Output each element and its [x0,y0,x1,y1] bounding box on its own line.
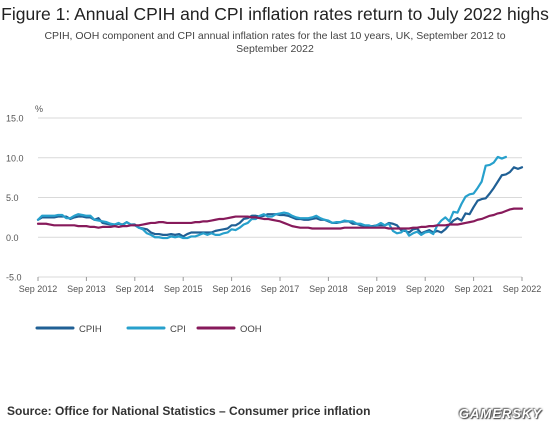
y-tick-label: 15.0 [6,114,24,124]
y-tick-label: 10.0 [6,153,24,163]
line-chart: 15.0 10.0 5.0 0.0 -5.0% Sep 2012 Sep 2013 Sep 2… [6,104,541,335]
y-tick-label: 5.0 [6,193,19,203]
watermark-logo: GAMERSKY [458,406,542,421]
legend-label-cpih: CPIH [79,324,102,335]
x-tick-label: Sep 2012 [19,284,58,294]
series-line-ooh [36,207,524,230]
series-lines [36,155,524,240]
x-tick-label: Sep 2013 [67,284,106,294]
chart-title: Figure 1: Annual CPIH and CPI inflation … [1,4,549,24]
series-line-cpi [36,155,507,240]
source-note: Source: Office for National Statistics –… [7,404,371,418]
y-tick-label: -5.0 [6,273,22,283]
x-tick-label: Sep 2015 [164,284,203,294]
legend-label-ooh: OOH [240,324,262,335]
x-tick-label: Sep 2017 [261,284,300,294]
x-tick-label: Sep 2018 [309,284,348,294]
gridlines [38,117,522,278]
legend: CPIH CPI OOH [35,324,262,335]
chart-subtitle: CPIH, OOH component and CPI annual infla… [44,30,506,55]
x-tick-label: Sep 2020 [406,284,445,294]
legend-label-cpi: CPI [170,324,186,335]
y-tick-label: 0.0 [6,233,19,243]
x-tick-label: Sep 2016 [212,284,251,294]
axes: 15.0 10.0 5.0 0.0 -5.0% Sep 2012 Sep 2013 Sep 2… [6,104,541,294]
y-axis-label: % [35,104,43,114]
x-tick-label: Sep 2014 [116,284,155,294]
x-tick-label: Sep 2022 [503,284,542,294]
x-tick-label: Sep 2021 [454,284,493,294]
x-tick-label: Sep 2019 [358,284,397,294]
